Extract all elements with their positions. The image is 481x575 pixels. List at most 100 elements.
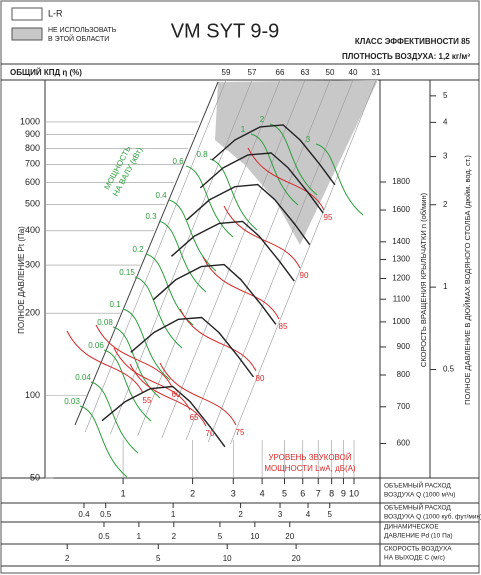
- y-tick-label: 200: [25, 308, 40, 318]
- y-tick-label: 800: [25, 143, 40, 153]
- power-line: [134, 276, 183, 349]
- power-label: 1: [241, 125, 246, 134]
- scale-tick-label: 0.5: [100, 510, 112, 519]
- power-label: 0.3: [145, 212, 157, 221]
- x-tick-label: 5: [282, 488, 287, 498]
- rpm-tick-label: 1300: [392, 255, 410, 264]
- sound-line: [223, 205, 301, 269]
- power-label: 0.1: [109, 300, 121, 309]
- scale-tick-label: 5: [218, 532, 223, 541]
- sound-line: [247, 147, 325, 211]
- y-tick-label: 1000: [20, 116, 40, 126]
- power-line: [209, 158, 258, 231]
- fan-curve: [186, 183, 311, 246]
- power-line: [185, 165, 234, 238]
- efficiency-tick-label: 59: [222, 68, 231, 77]
- y-tick-label: 700: [25, 159, 40, 169]
- x-tick-label: 1: [121, 488, 126, 498]
- power-line: [103, 349, 152, 422]
- efficiency-line: [84, 79, 227, 433]
- scale-tick-label: 0.5: [98, 532, 110, 541]
- power-line: [250, 133, 299, 206]
- sound-line: [95, 324, 173, 388]
- power-label: 0.2: [132, 245, 144, 254]
- x-tick-label: 7: [316, 488, 321, 498]
- rpm-tick-label: 1100: [393, 294, 411, 303]
- y-tick-label: 400: [25, 225, 40, 235]
- rpm-tick-label: 1000: [392, 317, 410, 326]
- x-tick-label: 4: [260, 488, 265, 498]
- x-tick-label: 10: [349, 488, 359, 498]
- scale-tick-label: 1: [137, 532, 142, 541]
- fan-curve: [171, 220, 295, 282]
- scale-tick-label: 20: [285, 532, 294, 541]
- y-axis-title: ПОЛНОЕ ДАВЛЕНИЕ Pt (Па): [17, 226, 26, 334]
- inch-tick-label: 5: [443, 91, 448, 100]
- efficiency-tick-label: 63: [301, 68, 310, 77]
- rpm-tick-label: 900: [397, 342, 411, 351]
- scale-title: ДАВЛЕНИЕ Pd (10 Па): [384, 533, 453, 540]
- scale-tick-label: 5: [328, 510, 333, 519]
- x-tick-label: 9: [341, 488, 346, 498]
- y-tick-label: 500: [25, 199, 40, 209]
- power-line: [168, 199, 217, 272]
- y-tick-label: 100: [25, 390, 40, 400]
- legend-label: НЕ ИСПОЛЬЗОВАТЬ: [48, 27, 117, 34]
- x-tick-label: 2: [190, 488, 195, 498]
- efficiency-tick-label: 40: [349, 68, 358, 77]
- power-label: 3: [306, 135, 311, 144]
- sound-label: 90: [300, 271, 309, 280]
- scale-tick-label: 5: [156, 554, 161, 563]
- fan-curve: [152, 263, 277, 325]
- sound-label: 65: [190, 413, 199, 422]
- efficiency-line: [230, 79, 377, 445]
- efficiency-line: [207, 79, 354, 443]
- area-edge: [74, 81, 219, 426]
- power-line: [112, 326, 161, 399]
- no-use-area: [215, 80, 378, 245]
- scale-tick-label: 10: [250, 532, 259, 541]
- sound-label: 80: [256, 374, 265, 383]
- power-label: 2: [260, 115, 265, 124]
- efficiency-tick-label: 66: [276, 68, 285, 77]
- sound-label: 60: [172, 390, 181, 399]
- x-axis-title: ВОЗДУХА Q (1000 м³/ч): [384, 492, 455, 499]
- sound-label: 70: [206, 429, 215, 438]
- inch-tick-label: 4: [443, 117, 448, 126]
- scale-tick-label: 2: [65, 554, 70, 563]
- power-label: 0.4: [155, 191, 167, 200]
- efficiency-tick-label: 50: [326, 68, 335, 77]
- power-label: 0.15: [119, 268, 135, 277]
- legend-label: В ЭТОЙ ОБЛАСТИ: [48, 34, 109, 43]
- inch-tick-label: 3: [443, 152, 448, 161]
- power-line: [269, 123, 318, 196]
- efficiency-line: [161, 79, 306, 439]
- power-line: [90, 381, 139, 454]
- rpm-tick-label: 1400: [392, 237, 410, 246]
- sound-label: 85: [279, 322, 288, 331]
- rpm-axis-title: СКОРОСТЬ ВРАЩЕНИЯ КРЫЛЬЧАТКИ n (об/мин): [419, 192, 428, 367]
- inch-axis-title: ПОЛНОЕ ДАВЛЕНИЕ В ДЮЙМАХ ВОДЯНОГО СТОЛБА…: [463, 155, 472, 405]
- y-tick-label: 900: [25, 129, 40, 139]
- scale-tick-label: 2: [238, 510, 243, 519]
- x-tick-label: 8: [329, 488, 334, 498]
- rpm-tick-label: 700: [397, 402, 411, 411]
- power-label: 0.6: [172, 157, 184, 166]
- fan-curve: [101, 385, 226, 448]
- power-line: [122, 308, 171, 381]
- sound-line: [129, 363, 207, 427]
- sound-line: [159, 362, 237, 426]
- power-label: 0.8: [196, 150, 208, 159]
- y-tick-label: 300: [25, 259, 40, 269]
- power-label: 0.08: [97, 318, 113, 327]
- sound-line: [113, 347, 191, 411]
- scale-title: ОБЪЕМНЫЙ РАСХОД: [384, 503, 451, 512]
- density: ПЛОТНОСТЬ ВОЗДУХА: 1,2 кг/м³: [342, 52, 470, 61]
- sound-label: 75: [236, 428, 245, 437]
- efficiency-line: [137, 79, 281, 437]
- power-label: 0.03: [64, 397, 80, 406]
- x-tick-label: 6: [300, 488, 305, 498]
- y-tick-label: 600: [25, 177, 40, 187]
